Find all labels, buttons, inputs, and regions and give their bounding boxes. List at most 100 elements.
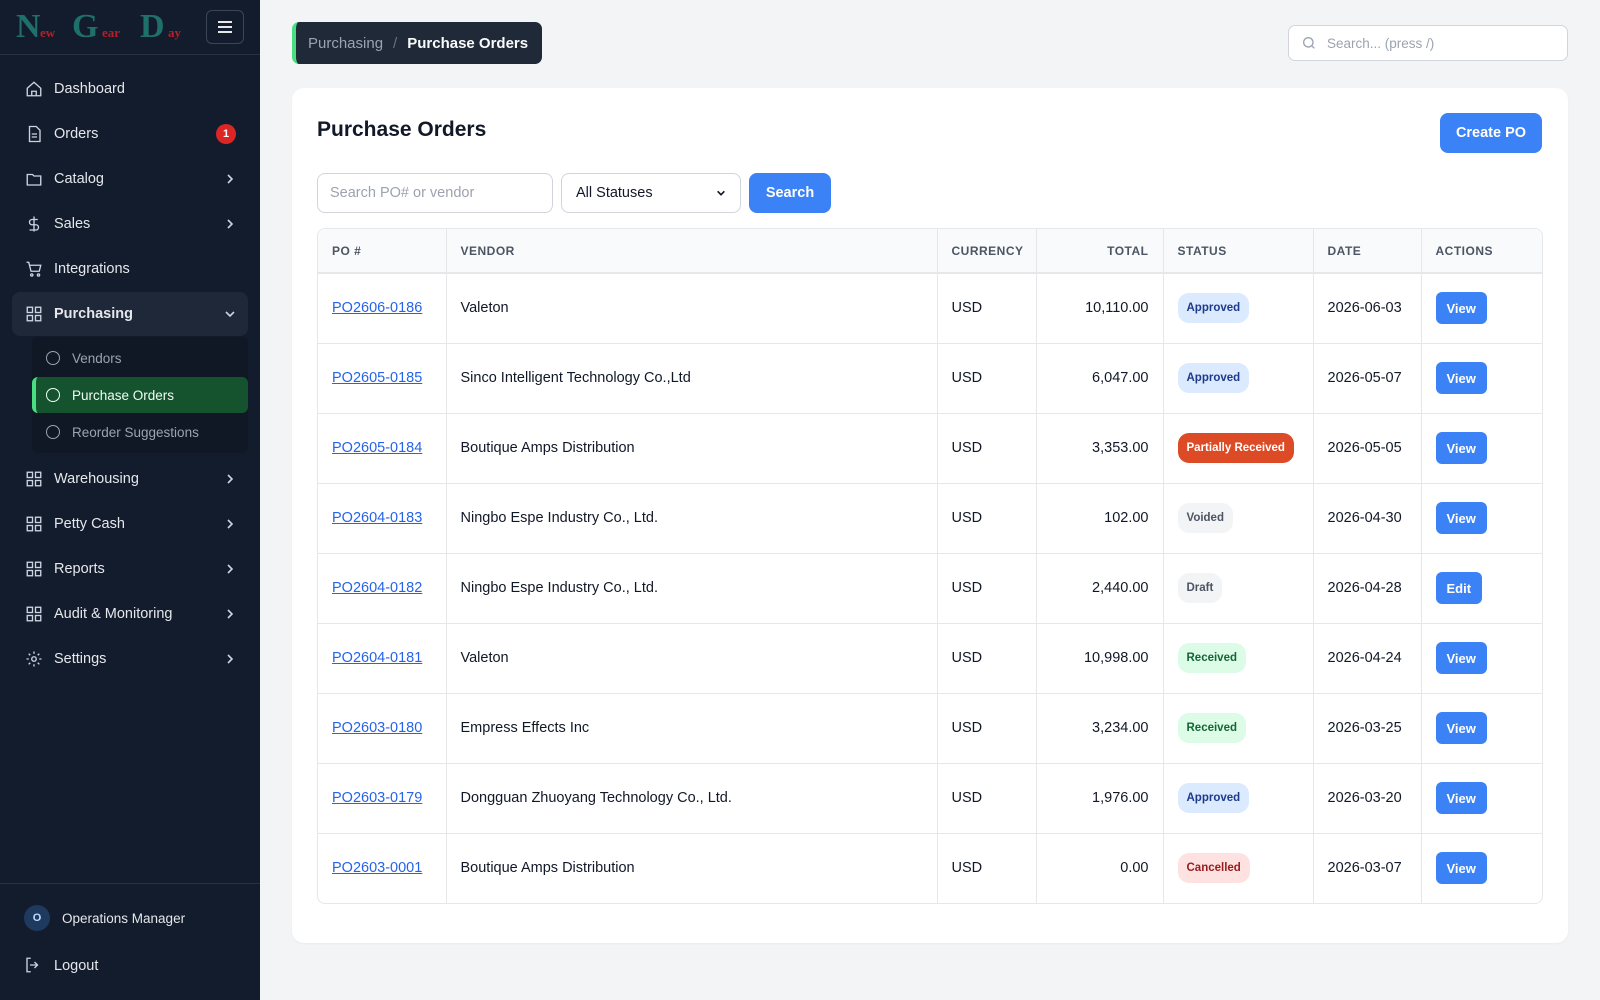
sidebar-subitem-reorder-suggestions[interactable]: Reorder Suggestions <box>32 414 248 450</box>
total-cell: 6,047.00 <box>1036 343 1164 414</box>
sidebar-item-warehousing[interactable]: Warehousing <box>12 457 248 501</box>
sidebar-nav: Dashboard Orders 1 Catalog Sales <box>0 55 260 694</box>
table-row: PO2605-0184 Boutique Amps Distribution U… <box>318 413 1542 484</box>
column-header-vendor[interactable]: VENDOR <box>446 229 938 274</box>
status-badge: Partially Received <box>1177 433 1294 463</box>
view-button[interactable]: View <box>1435 712 1487 744</box>
view-button[interactable]: View <box>1435 642 1487 674</box>
currency-cell: USD <box>937 483 1037 554</box>
status-select[interactable]: All Statuses <box>561 173 741 213</box>
edit-button[interactable]: Edit <box>1435 572 1483 604</box>
user-panel: O Operations Manager Logout <box>0 883 260 1000</box>
sidebar-item-orders[interactable]: Orders 1 <box>12 112 248 156</box>
column-header-actions: ACTIONS <box>1421 229 1542 274</box>
total-cell: 0.00 <box>1036 833 1164 903</box>
currency-cell: USD <box>937 623 1037 694</box>
folder-icon <box>24 169 44 189</box>
date-cell: 2026-04-24 <box>1313 623 1422 694</box>
orders-count-badge: 1 <box>216 124 236 144</box>
sidebar-item-reports[interactable]: Reports <box>12 547 248 591</box>
currency-cell: USD <box>937 343 1037 414</box>
sidebar-item-label: Dashboard <box>54 81 125 97</box>
sidebar-subitem-vendors[interactable]: Vendors <box>32 340 248 376</box>
po-number-link[interactable]: PO2606-0186 <box>332 300 423 317</box>
view-button[interactable]: View <box>1435 502 1487 534</box>
total-cell: 10,998.00 <box>1036 623 1164 694</box>
logout-button[interactable]: Logout <box>24 946 236 986</box>
sidebar-item-label: Integrations <box>54 261 130 277</box>
status-badge: Approved <box>1177 293 1250 324</box>
vendor-cell: Sinco Intelligent Technology Co.,Ltd <box>446 343 938 414</box>
view-button[interactable]: View <box>1435 292 1487 325</box>
create-po-button[interactable]: Create PO <box>1440 113 1542 153</box>
logout-label: Logout <box>54 958 99 974</box>
currency-cell: USD <box>937 763 1037 834</box>
currency-cell: USD <box>937 413 1037 484</box>
table-row: PO2603-0001 Boutique Amps Distribution U… <box>318 833 1542 903</box>
breadcrumb-parent[interactable]: Purchasing <box>308 34 384 52</box>
sidebar-item-integrations[interactable]: Integrations <box>12 247 248 291</box>
sidebar-item-catalog[interactable]: Catalog <box>12 157 248 201</box>
po-number-link[interactable]: PO2604-0183 <box>332 510 423 526</box>
table-row: PO2606-0186 Valeton USD 10,110.00 Approv… <box>318 273 1542 344</box>
po-number-link[interactable]: PO2603-0001 <box>332 860 423 877</box>
sidebar-subitem-label: Reorder Suggestions <box>72 424 199 440</box>
global-search-input[interactable] <box>1327 35 1547 51</box>
po-number-link[interactable]: PO2605-0185 <box>332 370 423 386</box>
logo[interactable]: N ew G ear D ay <box>16 8 181 45</box>
po-number-link[interactable]: PO2603-0179 <box>332 790 423 806</box>
status-badge: Voided <box>1177 503 1233 533</box>
table-row: PO2604-0181 Valeton USD 10,998.00 Receiv… <box>318 623 1542 694</box>
page-title: Purchase Orders <box>317 118 487 141</box>
sidebar-item-dashboard[interactable]: Dashboard <box>12 67 248 111</box>
sidebar-item-sales[interactable]: Sales <box>12 202 248 246</box>
sidebar-item-purchasing[interactable]: Purchasing <box>12 292 248 336</box>
breadcrumb-current: Purchase Orders <box>407 34 529 52</box>
global-search[interactable] <box>1288 25 1568 61</box>
sidebar-subitem-purchase-orders[interactable]: Purchase Orders <box>32 377 248 413</box>
sidebar-item-label: Catalog <box>54 171 104 187</box>
sidebar-toggle-button[interactable] <box>206 10 244 44</box>
sidebar-item-audit-monitoring[interactable]: Audit & Monitoring <box>12 592 248 636</box>
view-button[interactable]: View <box>1435 852 1487 885</box>
chevron-down-icon <box>717 190 725 196</box>
breadcrumb: Purchasing / Purchase Orders <box>292 22 543 64</box>
column-header-status[interactable]: STATUS <box>1163 229 1314 274</box>
date-cell: 2026-03-20 <box>1313 763 1422 834</box>
column-header-date[interactable]: DATE <box>1313 229 1422 274</box>
vendor-cell: Boutique Amps Distribution <box>446 413 938 484</box>
total-cell: 3,353.00 <box>1036 413 1164 484</box>
status-badge: Draft <box>1177 573 1223 603</box>
chevron-right-icon <box>227 174 234 184</box>
po-search-input[interactable] <box>317 173 553 213</box>
cart-icon <box>24 259 44 279</box>
circle-icon <box>46 425 60 439</box>
view-button[interactable]: View <box>1435 432 1487 464</box>
currency-cell: USD <box>937 553 1037 624</box>
grid-icon <box>24 514 44 534</box>
user-profile[interactable]: O Operations Manager <box>24 898 236 938</box>
search-button[interactable]: Search <box>749 173 831 213</box>
po-number-link[interactable]: PO2603-0180 <box>332 720 423 736</box>
dollar-icon <box>24 214 44 234</box>
date-cell: 2026-04-30 <box>1313 483 1422 554</box>
status-badge: Approved <box>1177 783 1250 813</box>
date-cell: 2026-05-07 <box>1313 343 1422 414</box>
vendor-cell: Ningbo Espe Industry Co., Ltd. <box>446 483 938 554</box>
chevron-right-icon <box>227 474 234 484</box>
user-name: Operations Manager <box>62 910 186 926</box>
sidebar-item-petty-cash[interactable]: Petty Cash <box>12 502 248 546</box>
po-number-link[interactable]: PO2605-0184 <box>332 440 423 456</box>
po-number-link[interactable]: PO2604-0182 <box>332 580 423 596</box>
table-row: PO2605-0185 Sinco Intelligent Technology… <box>318 343 1542 414</box>
column-header-po[interactable]: PO # <box>318 229 447 274</box>
view-button[interactable]: View <box>1435 362 1487 394</box>
home-icon <box>24 79 44 99</box>
sidebar-subitem-label: Purchase Orders <box>72 387 175 403</box>
column-header-currency[interactable]: CURRENCY <box>937 229 1037 274</box>
date-cell: 2026-03-25 <box>1313 693 1422 764</box>
po-number-link[interactable]: PO2604-0181 <box>332 650 423 666</box>
column-header-total[interactable]: TOTAL <box>1036 229 1164 274</box>
sidebar-item-settings[interactable]: Settings <box>12 637 248 681</box>
view-button[interactable]: View <box>1435 782 1487 814</box>
